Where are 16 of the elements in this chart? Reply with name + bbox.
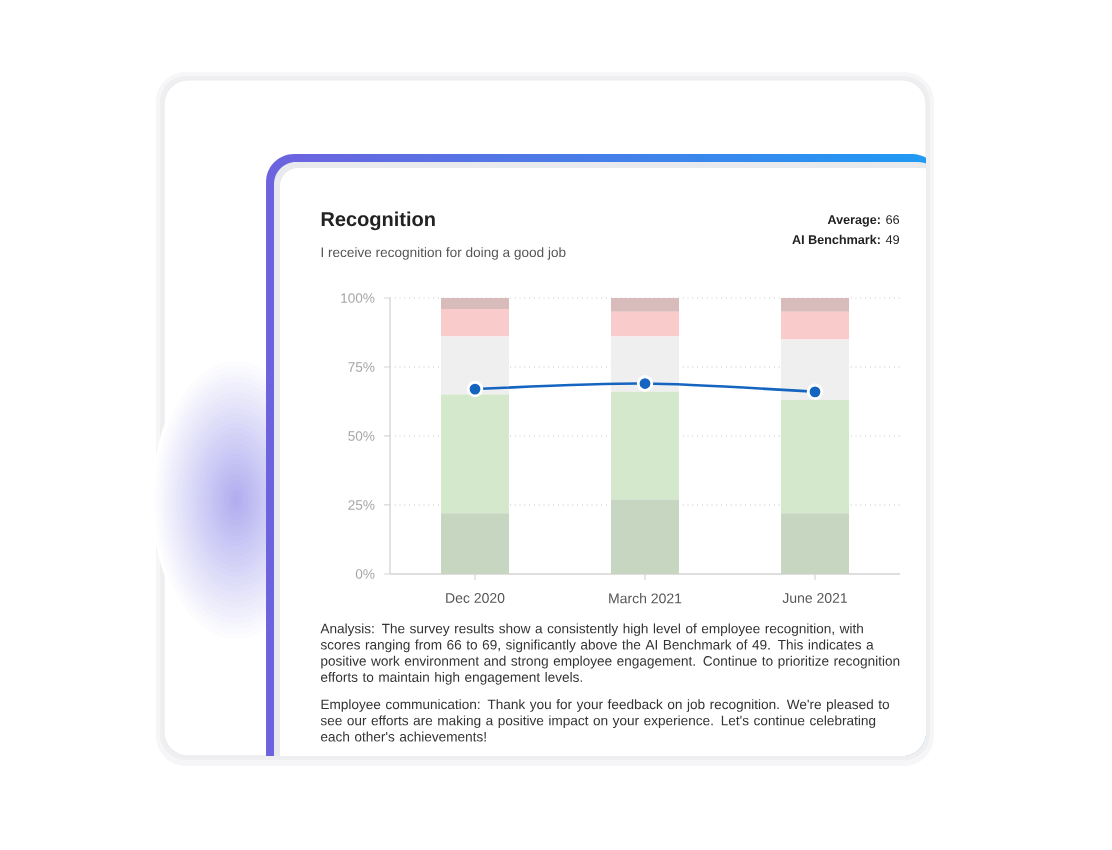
chart-title: Recognition xyxy=(321,211,435,231)
bar xyxy=(441,394,510,514)
bar xyxy=(611,297,679,312)
bar xyxy=(781,297,849,312)
bar xyxy=(441,297,510,310)
bar xyxy=(781,513,849,574)
bar xyxy=(781,339,849,401)
bar xyxy=(611,499,679,574)
bar xyxy=(611,311,679,337)
bar xyxy=(781,400,849,514)
bar xyxy=(441,336,510,395)
bar xyxy=(781,311,849,340)
bar xyxy=(441,513,510,574)
bar xyxy=(611,336,679,392)
bar xyxy=(441,309,510,337)
bar xyxy=(611,391,679,500)
